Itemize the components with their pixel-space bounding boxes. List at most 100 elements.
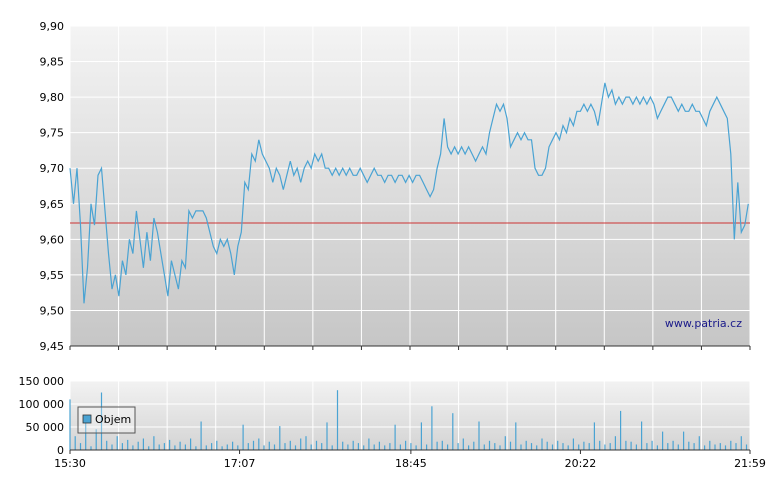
volume-bar <box>95 429 97 450</box>
volume-bar <box>536 445 538 450</box>
volume-bar <box>184 444 186 450</box>
volume-x-axis: 15:30 17:07 18:45 20:22 21:59 <box>54 450 766 470</box>
volume-bar <box>599 440 601 450</box>
volume-bar <box>431 406 433 450</box>
volume-bar <box>326 422 328 450</box>
volume-bar <box>405 440 407 450</box>
volume-bar <box>625 440 627 450</box>
price-y-axis: 9,90 9,85 9,80 9,75 9,70 9,65 9,60 9,55 9,50 9,45 <box>40 20 65 353</box>
price-y-tick-label: 9,60 <box>40 233 65 246</box>
volume-bar <box>488 440 491 450</box>
volume-bar <box>525 440 527 450</box>
volume-bar <box>363 445 365 450</box>
volume-bar <box>651 440 653 450</box>
volume-bar <box>85 422 87 450</box>
volume-bar <box>735 443 737 450</box>
volume-y-tick-label: 0 <box>57 444 64 457</box>
volume-bar <box>137 441 139 450</box>
volume-bar <box>153 436 155 450</box>
x-tick-label: 17:07 <box>224 457 256 470</box>
volume-y-tick-label: 50 000 <box>26 421 65 434</box>
volume-bar <box>321 443 323 450</box>
volume-bar <box>656 445 658 450</box>
volume-bar <box>111 444 113 450</box>
volume-bar <box>142 438 144 450</box>
volume-bar <box>745 444 748 450</box>
volume-bar <box>530 443 533 450</box>
volume-y-tick-label: 100 000 <box>19 398 65 411</box>
volume-bar <box>662 431 664 450</box>
volume-bar <box>289 440 291 450</box>
volume-bar <box>347 444 349 450</box>
volume-bar <box>399 444 401 450</box>
volume-bar <box>483 444 485 450</box>
volume-bar <box>667 443 669 450</box>
volume-bar <box>252 440 255 450</box>
x-tick-label: 18:45 <box>395 457 427 470</box>
volume-bar <box>258 438 260 450</box>
volume-bar <box>300 438 302 450</box>
volume-bar <box>740 436 742 450</box>
volume-bar <box>268 441 270 450</box>
volume-bar <box>200 421 202 450</box>
volume-bar <box>116 436 118 450</box>
volume-bar <box>378 441 380 450</box>
volume-bar <box>368 438 370 450</box>
volume-bar <box>211 443 213 450</box>
volume-bar <box>520 444 522 450</box>
price-y-tick-label: 9,80 <box>40 91 65 104</box>
volume-bar <box>719 443 721 450</box>
legend-label-objem: Objem <box>95 413 131 426</box>
price-y-tick-label: 9,70 <box>40 162 65 175</box>
volume-bar <box>436 441 438 450</box>
volume-bar <box>294 445 297 450</box>
volume-bar <box>572 438 574 450</box>
volume-bar <box>504 436 506 450</box>
volume-bar <box>384 445 386 450</box>
volume-bar <box>604 444 606 450</box>
volume-bar <box>672 440 674 450</box>
volume-bar <box>562 443 564 450</box>
volume-bar <box>688 441 690 450</box>
volume-bar <box>389 443 391 450</box>
volume-bar <box>724 445 727 450</box>
volume-bar <box>205 445 207 450</box>
volume-bar <box>693 443 695 450</box>
volume-bar <box>714 444 716 450</box>
volume-bar <box>620 410 622 450</box>
volume-bar <box>169 439 171 450</box>
volume-y-tick-label: 150 000 <box>19 375 65 388</box>
volume-bar <box>190 438 192 450</box>
x-tick-label: 21:59 <box>734 457 766 470</box>
price-series-line <box>69 82 749 304</box>
volume-bar <box>74 436 76 450</box>
volume-bar <box>179 441 181 450</box>
volume-bars <box>69 390 748 450</box>
volume-bar <box>158 444 160 450</box>
x-tick-label: 15:30 <box>54 457 86 470</box>
volume-bar <box>709 440 711 450</box>
price-y-tick-label: 9,65 <box>40 198 65 211</box>
price-y-tick-label: 9,85 <box>40 56 65 69</box>
volume-bar <box>578 444 580 450</box>
volume-bar <box>305 436 307 450</box>
volume-bar <box>462 438 464 450</box>
volume-bar <box>426 444 428 450</box>
volume-bar <box>121 443 123 450</box>
volume-bar <box>635 444 637 450</box>
legend-swatch <box>82 414 92 424</box>
volume-bar <box>457 443 459 450</box>
volume-bar <box>614 436 616 450</box>
volume-bar <box>730 440 732 450</box>
volume-bar <box>263 445 265 450</box>
volume-y-axis: 150 000 100 000 50 000 0 <box>19 375 65 457</box>
volume-bar <box>609 443 611 450</box>
volume-bar <box>509 441 512 450</box>
volume-bar <box>100 392 103 450</box>
watermark: www.patria.cz <box>665 317 742 330</box>
volume-bar <box>630 441 632 450</box>
price-panel: 9,90 9,85 9,80 9,75 9,70 9,65 9,60 9,55 9,50 9,45… <box>40 20 751 353</box>
volume-bar <box>447 444 449 450</box>
